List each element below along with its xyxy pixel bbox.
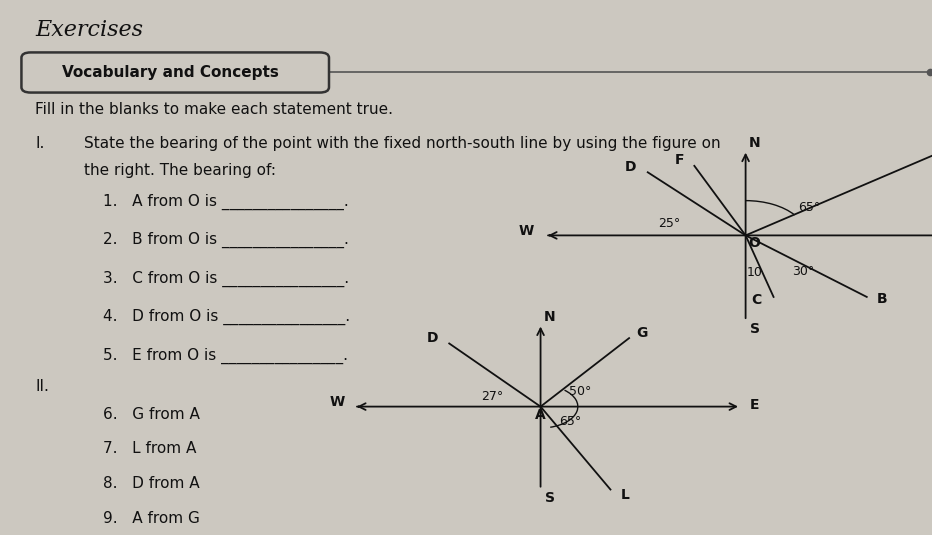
Text: O: O — [748, 236, 760, 250]
Text: 65°: 65° — [798, 201, 820, 214]
Text: S: S — [750, 322, 760, 336]
Text: C: C — [752, 293, 761, 307]
Text: Vocabulary and Concepts: Vocabulary and Concepts — [62, 65, 279, 80]
Text: F: F — [675, 154, 684, 167]
Text: 6.   G from A: 6. G from A — [103, 407, 199, 422]
FancyBboxPatch shape — [21, 52, 329, 93]
Text: 8.   D from A: 8. D from A — [103, 476, 199, 491]
Text: 9.   A from G: 9. A from G — [103, 511, 199, 526]
Text: 50°: 50° — [569, 385, 591, 398]
Text: Fill in the blanks to make each statement true.: Fill in the blanks to make each statemen… — [35, 102, 393, 117]
Text: State the bearing of the point with the fixed north-south line by using the figu: State the bearing of the point with the … — [84, 136, 720, 151]
Text: Exercises: Exercises — [35, 19, 144, 41]
Text: L: L — [621, 488, 630, 502]
Text: A: A — [535, 408, 546, 422]
Text: the right. The bearing of:: the right. The bearing of: — [84, 163, 276, 178]
Text: N: N — [749, 136, 761, 150]
Text: W: W — [519, 224, 534, 238]
Text: B: B — [876, 292, 887, 306]
Text: G: G — [637, 326, 648, 340]
Text: 4.   D from O is ________________.: 4. D from O is ________________. — [103, 309, 350, 325]
Text: 25°: 25° — [658, 217, 680, 230]
Text: N: N — [544, 310, 555, 324]
Text: D: D — [625, 160, 637, 174]
Text: E: E — [750, 398, 760, 412]
Text: 10: 10 — [747, 266, 763, 279]
Text: W: W — [330, 395, 345, 409]
Text: 65°: 65° — [559, 415, 582, 428]
Text: II.: II. — [35, 379, 49, 394]
Text: 27°: 27° — [481, 391, 503, 403]
Text: 3.   C from O is ________________.: 3. C from O is ________________. — [103, 271, 349, 287]
Text: 1.   A from O is ________________.: 1. A from O is ________________. — [103, 194, 349, 210]
Text: 2.   B from O is ________________.: 2. B from O is ________________. — [103, 232, 349, 248]
Text: 30°: 30° — [792, 265, 815, 278]
Text: S: S — [545, 491, 555, 505]
Text: D: D — [427, 331, 438, 345]
Text: 5.   E from O is ________________.: 5. E from O is ________________. — [103, 348, 348, 364]
Text: I.: I. — [35, 136, 45, 151]
Text: 7.   L from A: 7. L from A — [103, 441, 196, 456]
